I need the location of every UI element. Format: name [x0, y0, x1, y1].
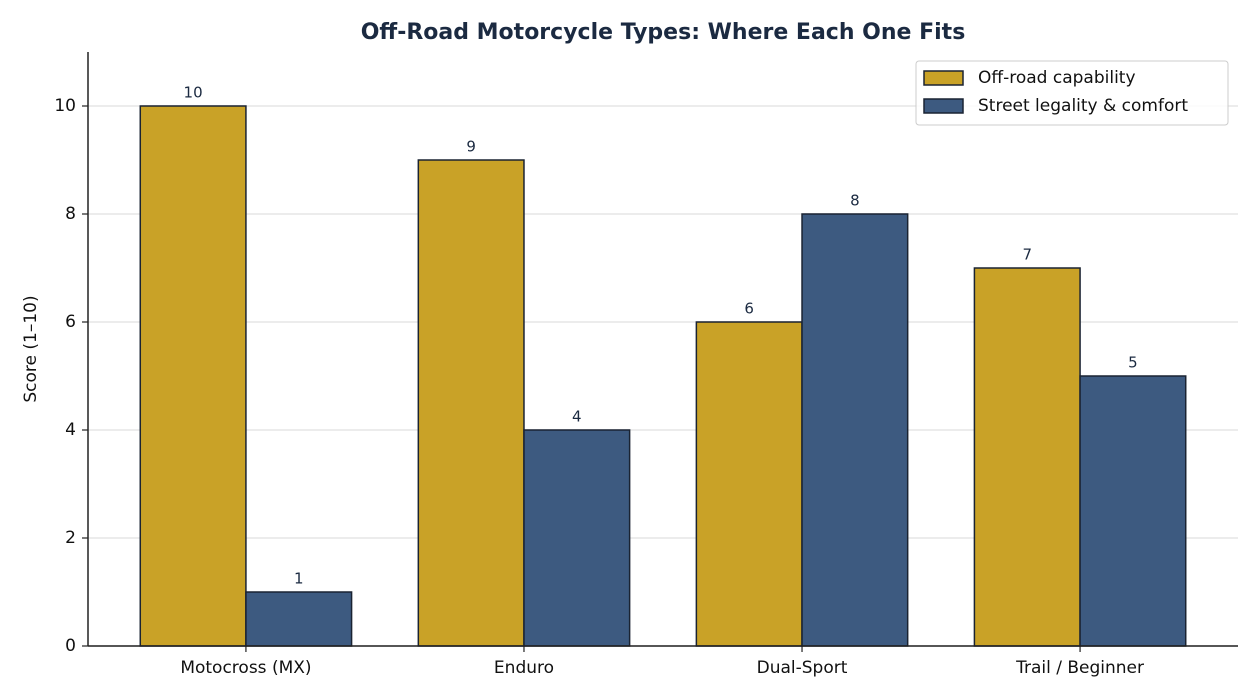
x-tick-label: Motocross (MX) [180, 658, 311, 678]
value-label: 6 [744, 300, 754, 318]
chart-title: Off-Road Motorcycle Types: Where Each On… [361, 20, 966, 45]
bar [523, 429, 631, 647]
value-label: 1 [294, 570, 304, 588]
y-axis-label: Score (1–10) [21, 295, 41, 402]
y-tick-label: 10 [54, 96, 76, 116]
bar [139, 105, 247, 647]
bar [973, 267, 1081, 647]
value-label: 4 [572, 408, 582, 426]
legend-box [915, 60, 1229, 126]
bar [1079, 375, 1187, 647]
x-tick-label: Trail / Beginner [1015, 658, 1144, 678]
legend-swatch [923, 70, 964, 86]
y-tick-label: 8 [65, 204, 76, 224]
bar [417, 159, 525, 647]
legend-label: Street legality & comfort [978, 96, 1188, 116]
x-tick-label: Enduro [494, 658, 554, 678]
y-tick-label: 4 [65, 420, 76, 440]
bar [801, 213, 909, 647]
value-label: 5 [1128, 354, 1138, 372]
value-label: 10 [184, 84, 203, 102]
legend-label: Off-road capability [978, 68, 1136, 88]
value-label: 7 [1022, 246, 1032, 264]
value-label: 9 [466, 138, 476, 156]
legend-swatch [923, 98, 964, 114]
value-label: 8 [850, 192, 860, 210]
y-tick-label: 2 [65, 528, 76, 548]
y-tick-label: 0 [65, 636, 76, 656]
y-tick-label: 6 [65, 312, 76, 332]
bar [695, 321, 803, 647]
x-tick-label: Dual-Sport [757, 658, 848, 678]
bar [245, 591, 353, 647]
